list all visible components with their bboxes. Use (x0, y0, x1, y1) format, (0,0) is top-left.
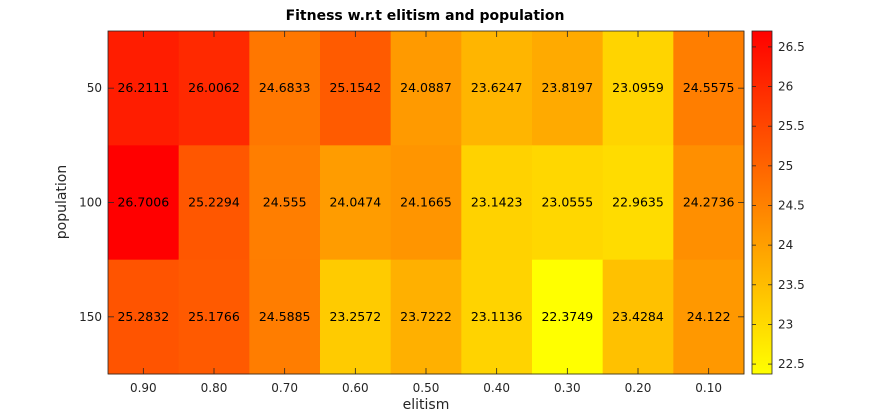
cell-value-label: 23.2572 (329, 309, 381, 324)
heatmap-cell (532, 31, 604, 146)
cell-value-label: 23.1136 (471, 309, 523, 324)
cell-value-label: 26.7006 (117, 195, 169, 210)
cell-value-label: 24.1665 (400, 195, 452, 210)
x-tick-label: 0.30 (554, 381, 581, 395)
cell-value-label: 23.1423 (471, 195, 523, 210)
cell-value-label: 25.1766 (188, 309, 240, 324)
cell-value-label: 22.3749 (541, 309, 593, 324)
heatmap-cell (673, 145, 745, 261)
y-tick-label: 150 (79, 310, 102, 324)
heatmap-cell (108, 145, 180, 261)
x-tick-label: 0.70 (271, 381, 298, 395)
colorbar-tick-label: 23.5 (778, 278, 805, 292)
cell-value-label: 24.2736 (683, 195, 735, 210)
heatmap-cell (390, 259, 462, 375)
y-tick-label: 100 (79, 196, 102, 210)
colorbar-tick-label: 26 (778, 80, 793, 94)
cell-value-label: 24.5575 (683, 80, 735, 95)
cell-value-label: 24.555 (263, 195, 307, 210)
cell-value-label: 22.9635 (612, 195, 664, 210)
cell-value-label: 25.2832 (117, 309, 169, 324)
heatmap-cell (461, 259, 533, 375)
heatmap-cell (602, 145, 674, 261)
heatmap-cell (390, 31, 462, 146)
x-tick-label: 0.60 (342, 381, 369, 395)
y-tick-label: 50 (87, 81, 102, 95)
heatmap-cell (249, 145, 321, 261)
heatmap-cell (532, 259, 604, 375)
x-axis-label: elitism (402, 397, 450, 413)
heatmap-cell (461, 31, 533, 146)
heatmap-cell (461, 145, 533, 261)
cell-value-label: 24.6833 (259, 80, 311, 95)
cell-value-label: 26.2111 (117, 80, 169, 95)
x-tick-label: 0.20 (625, 381, 652, 395)
cell-value-label: 25.1542 (329, 80, 381, 95)
cell-value-label: 24.5885 (259, 309, 311, 324)
heatmap-cell (249, 259, 321, 375)
colorbar (752, 31, 772, 374)
cell-value-label: 24.0887 (400, 80, 452, 95)
cell-value-label: 23.7222 (400, 309, 452, 324)
colorbar-tick-label: 24.5 (778, 198, 805, 212)
chart-title: Fitness w.r.t elitism and population (285, 8, 565, 24)
heatmap-cell (178, 259, 250, 375)
x-tick-label: 0.50 (413, 381, 440, 395)
colorbar-frame (751, 30, 773, 375)
cell-value-label: 23.4284 (612, 309, 664, 324)
cell-value-label: 24.0474 (329, 195, 381, 210)
x-tick-label: 0.40 (483, 381, 510, 395)
cell-value-label: 24.122 (687, 309, 731, 324)
heatmap-cell (108, 31, 180, 146)
heatmap-cell (602, 259, 674, 375)
heatmap-cell (320, 145, 392, 261)
colorbar-tick-label: 23 (778, 317, 793, 331)
cell-value-label: 23.0959 (612, 80, 664, 95)
heatmap-cell (108, 259, 180, 375)
cell-value-label: 25.2294 (188, 195, 240, 210)
heatmap-cell (320, 259, 392, 375)
cell-value-label: 23.0555 (541, 195, 593, 210)
heatmap-cell (390, 145, 462, 261)
heatmap-cell (178, 145, 250, 261)
heatmap-cell (532, 145, 604, 261)
colorbar-tick-label: 22.5 (778, 357, 805, 371)
colorbar-tick-label: 26.5 (778, 40, 805, 54)
cell-value-label: 23.8197 (541, 80, 593, 95)
heatmap-cell (673, 31, 745, 146)
heatmap-cell (249, 31, 321, 146)
y-axis-label: population (54, 164, 70, 240)
heatmap-cell (320, 31, 392, 146)
x-tick-label: 0.10 (695, 381, 722, 395)
cell-value-label: 23.6247 (471, 80, 523, 95)
colorbar-tick-label: 25.5 (778, 119, 805, 133)
cell-value-label: 26.0062 (188, 80, 240, 95)
heatmap-cell (178, 31, 250, 146)
x-tick-label: 0.90 (130, 381, 157, 395)
x-tick-label: 0.80 (201, 381, 228, 395)
colorbar-tick-label: 25 (778, 159, 793, 173)
colorbar-tick-label: 24 (778, 238, 793, 252)
heatmap-cell (602, 31, 674, 146)
heatmap-cell (673, 259, 745, 375)
